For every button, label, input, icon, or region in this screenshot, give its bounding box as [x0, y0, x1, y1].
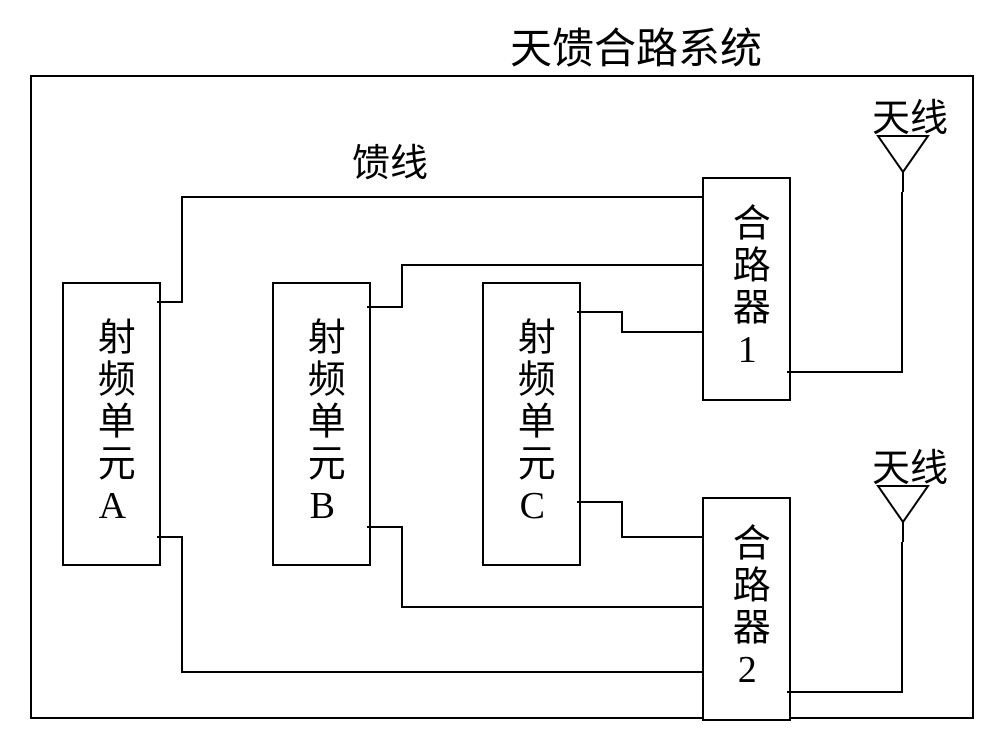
connections-layer — [32, 77, 972, 717]
diagram-title: 天馈合路系统 — [510, 15, 762, 76]
diagram-border: 馈线 天线 天线 射频单元A 射频单元B 射频单元C 合路器1 合路器2 — [30, 75, 974, 719]
